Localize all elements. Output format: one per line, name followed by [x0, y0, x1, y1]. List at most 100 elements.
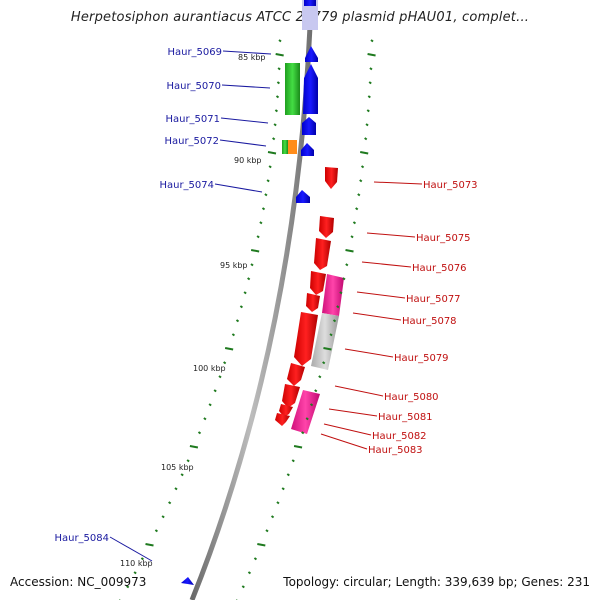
gene-haur-5070[interactable] — [303, 64, 318, 114]
gene-haur-5084[interactable] — [181, 577, 194, 585]
gene-label[interactable]: Haur_5073 — [423, 180, 478, 191]
gene-haur-5080[interactable] — [287, 363, 305, 386]
leader-line — [221, 84, 271, 89]
leader-line — [334, 385, 384, 397]
tick-mark — [322, 361, 326, 365]
leader-line — [328, 408, 378, 417]
gene-label[interactable]: Haur_5078 — [402, 316, 457, 327]
tick-mark — [250, 249, 260, 253]
gene-label[interactable]: Haur_5080 — [384, 392, 439, 403]
tick-mark — [231, 333, 236, 337]
gene-haur-5075[interactable] — [319, 216, 334, 238]
gene-block-top — [304, 0, 316, 6]
gene-haur-5078-red[interactable] — [306, 293, 320, 312]
gene-haur-5076[interactable] — [314, 238, 331, 270]
gene-label[interactable]: Haur_5074 — [159, 180, 214, 191]
tick-mark — [250, 263, 254, 267]
gene-label[interactable]: Haur_5072 — [164, 136, 219, 147]
tick-mark — [247, 571, 252, 575]
kbp-label: 90 kbp — [234, 156, 262, 165]
tick-mark — [291, 459, 295, 463]
tick-mark — [318, 375, 322, 379]
tick-mark — [133, 571, 137, 575]
tick-mark — [276, 501, 280, 505]
leader-line — [366, 232, 416, 238]
gene-label[interactable]: Haur_5069 — [167, 47, 222, 58]
topology-summary: Topology: circular; Length: 339,639 bp; … — [283, 575, 590, 589]
tick-mark — [224, 347, 234, 351]
tick-mark — [257, 543, 266, 547]
leader-line — [320, 433, 368, 450]
tick-mark — [352, 221, 357, 225]
gene-label[interactable]: Haur_5083 — [368, 445, 423, 456]
gene-haur-5072-orange[interactable] — [288, 140, 297, 154]
tick-mark — [360, 151, 369, 155]
tick-mark — [161, 515, 165, 519]
tick-mark — [366, 109, 370, 113]
gene-haur-5077-red[interactable] — [310, 271, 326, 295]
gene-haur-5069[interactable] — [305, 46, 318, 62]
tick-mark — [239, 305, 244, 309]
tick-mark — [208, 403, 212, 407]
tick-mark — [241, 585, 245, 589]
tick-mark — [259, 221, 263, 225]
kbp-label: 110 kbp — [120, 559, 153, 568]
kbp-label: 85 kbp — [238, 53, 266, 62]
tick-mark — [357, 193, 361, 197]
tick-mark — [301, 431, 305, 435]
tick-mark — [264, 193, 268, 197]
tick-mark — [247, 277, 251, 281]
tick-mark — [197, 431, 202, 435]
gene-label[interactable]: Haur_5084 — [54, 533, 109, 544]
tick-mark — [274, 109, 279, 113]
gene-label[interactable]: Haur_5076 — [412, 263, 467, 274]
gene-label[interactable]: Haur_5071 — [165, 114, 220, 125]
tick-mark — [273, 123, 277, 127]
leader-line — [352, 312, 402, 321]
tick-mark — [277, 67, 281, 71]
leader-line — [344, 348, 394, 358]
gene-label[interactable]: Haur_5079 — [394, 353, 449, 364]
gene-haur-5078-grey[interactable] — [311, 313, 339, 370]
tick-mark — [367, 53, 376, 57]
map-title: Herpetosiphon aurantiacus ATCC 23779 pla… — [70, 10, 530, 25]
leader-line — [373, 181, 423, 185]
tick-mark — [154, 529, 159, 533]
gene-haur-5077-pink[interactable] — [322, 274, 344, 316]
gene-haur-5071[interactable] — [302, 117, 316, 135]
tick-mark — [339, 291, 343, 295]
kbp-label: 100 kbp — [193, 364, 226, 373]
tick-mark — [367, 95, 371, 99]
gene-haur-5079-red[interactable] — [294, 312, 318, 366]
tick-mark — [350, 235, 354, 239]
leader-line — [219, 139, 267, 147]
gene-haur-5074[interactable] — [296, 190, 310, 203]
tick-mark — [174, 487, 178, 491]
gene-label[interactable]: Haur_5082 — [372, 431, 427, 442]
tick-mark — [203, 417, 207, 421]
gene-haur-5072-green[interactable] — [282, 140, 288, 154]
gene-haur-5081-red[interactable] — [282, 384, 300, 408]
leader-line — [220, 117, 269, 124]
tick-mark — [365, 123, 369, 127]
tick-mark — [261, 207, 266, 211]
gene-haur-5081-pink[interactable] — [291, 390, 320, 434]
gene-label[interactable]: Haur_5075 — [416, 233, 471, 244]
gene-haur-5073[interactable] — [325, 167, 338, 189]
gene-label[interactable]: Haur_5081 — [378, 412, 433, 423]
gene-haur-5072-blue[interactable] — [301, 143, 314, 156]
gene-label[interactable]: Haur_5077 — [406, 294, 461, 305]
gene-label[interactable]: Haur_5070 — [166, 81, 221, 92]
partial-feature — [302, 0, 318, 30]
kbp-label: 95 kbp — [220, 261, 248, 270]
gene-haur-5082-red[interactable] — [279, 404, 293, 417]
tick-mark — [360, 165, 365, 169]
gene-haur-5070-green[interactable] — [285, 63, 300, 115]
tick-mark — [369, 67, 373, 71]
gene-labels: Haur_5069 Haur_5070 Haur_5071 Haur_5072 Haur… — [54, 47, 478, 562]
tick-mark — [281, 487, 285, 491]
tick-mark — [168, 501, 172, 505]
tick-mark — [332, 319, 337, 323]
gene-haur-5083-red[interactable] — [275, 413, 290, 426]
